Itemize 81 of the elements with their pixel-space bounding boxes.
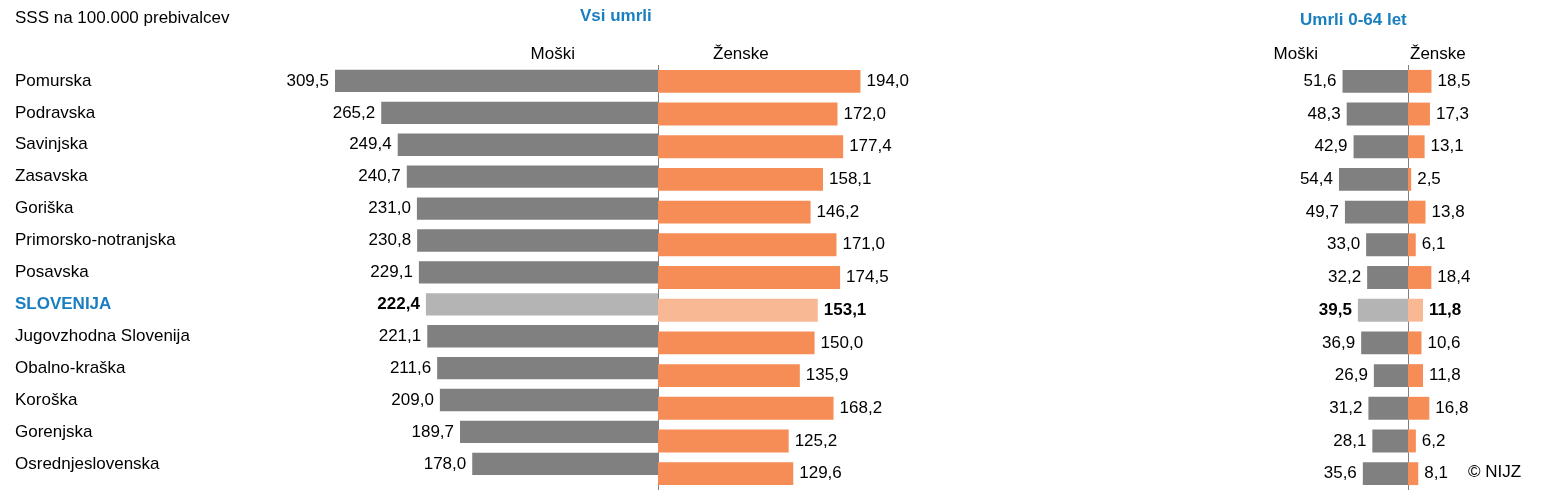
data-label: 171,0 <box>842 234 886 254</box>
y-tick-label: Koroška <box>15 389 78 409</box>
y-tick-label: Goriška <box>15 198 75 218</box>
data-label: 18,4 <box>1437 267 1471 287</box>
data-label: 150,0 <box>820 332 864 352</box>
bar <box>1408 233 1416 257</box>
data-label: 177,4 <box>849 136 892 156</box>
bar <box>1408 429 1416 453</box>
data-label: 172,0 <box>843 103 887 123</box>
data-label: 230,8 <box>368 230 412 250</box>
chart-subtitle: Ženske <box>713 44 769 64</box>
chart-title: Umrli 0-64 let <box>1300 10 1407 30</box>
chart-subtitle: Moški <box>1273 44 1318 64</box>
data-label: 249,4 <box>349 134 392 154</box>
data-label: 221,1 <box>378 325 422 345</box>
data-label: 13,1 <box>1430 136 1464 156</box>
data-label: 48,3 <box>1307 103 1341 123</box>
data-label: 6,1 <box>1421 234 1446 254</box>
text: SSS na 100.000 prebivalcev <box>15 8 230 28</box>
data-label: 265,2 <box>332 102 376 122</box>
data-label: 31,2 <box>1329 397 1363 417</box>
data-label: 26,9 <box>1334 365 1368 385</box>
text: © NIJZ <box>1468 462 1522 482</box>
data-label: 16,8 <box>1435 397 1469 417</box>
data-label: 211,6 <box>389 357 432 377</box>
chart-title: Vsi umrli <box>580 6 652 26</box>
data-label: 36,9 <box>1322 332 1356 352</box>
data-label: 153,1 <box>823 299 867 319</box>
data-label: 135,9 <box>805 365 849 385</box>
data-label: 42,9 <box>1314 136 1348 156</box>
data-label: 11,8 <box>1428 365 1461 385</box>
data-label: 229,1 <box>370 262 413 282</box>
y-tick-label: Zasavska <box>15 166 89 186</box>
data-label: 125,2 <box>794 430 838 450</box>
data-label: 174,5 <box>846 267 889 287</box>
data-label: 309,5 <box>286 70 329 90</box>
data-label: 168,2 <box>839 397 883 417</box>
data-label: 35,6 <box>1323 463 1357 483</box>
y-tick-label: Osrednjeslovenska <box>15 453 161 473</box>
bar <box>1408 135 1425 159</box>
y-tick-label: Jugovzhodna Slovenija <box>15 325 191 345</box>
data-label: 39,5 <box>1318 299 1352 319</box>
data-label: 33,0 <box>1327 234 1361 254</box>
chart-subtitle: Ženske <box>1410 44 1466 64</box>
data-label: 18,5 <box>1437 71 1471 91</box>
bar <box>1408 167 1412 191</box>
chart-subtitle: Moški <box>530 44 575 64</box>
y-tick-label: Primorsko-notranjska <box>15 230 177 250</box>
bar <box>1408 298 1423 322</box>
data-label: 54,4 <box>1299 169 1333 189</box>
data-label: 129,6 <box>799 463 842 483</box>
bar <box>1408 331 1422 355</box>
data-label: 189,7 <box>411 421 455 441</box>
data-label: 51,6 <box>1303 71 1337 91</box>
data-label: 49,7 <box>1305 201 1339 221</box>
data-label: 8,1 <box>1424 463 1448 483</box>
data-label: 231,0 <box>368 198 411 218</box>
data-label: 28,1 <box>1333 430 1367 450</box>
y-tick-label: Posavska <box>15 262 90 282</box>
y-tick-label: Savinjska <box>15 134 89 154</box>
data-label: 158,1 <box>829 169 872 189</box>
y-tick-label: Obalno-kraška <box>15 357 127 377</box>
y-tick-label: Pomurska <box>15 70 93 90</box>
data-label: 10,6 <box>1427 332 1461 352</box>
data-label: 209,0 <box>391 389 434 409</box>
y-tick-label: SLOVENIJA <box>15 294 112 313</box>
data-label: 32,2 <box>1328 267 1362 287</box>
data-label: 146,2 <box>816 201 860 221</box>
data-label: 194,0 <box>866 71 910 91</box>
data-label: 13,8 <box>1431 201 1465 221</box>
data-label: 240,7 <box>358 166 401 186</box>
bar <box>1408 200 1426 224</box>
data-label: 178,0 <box>423 453 467 473</box>
data-label: 2,5 <box>1417 169 1441 189</box>
data-label: 11,8 <box>1428 299 1462 319</box>
data-label: 222,4 <box>377 294 421 313</box>
data-label: 6,2 <box>1421 430 1446 450</box>
bar <box>1408 462 1419 486</box>
y-tick-label: Podravska <box>15 102 96 122</box>
data-label: 17,3 <box>1435 103 1470 123</box>
y-tick-label: Gorenjska <box>15 421 94 441</box>
